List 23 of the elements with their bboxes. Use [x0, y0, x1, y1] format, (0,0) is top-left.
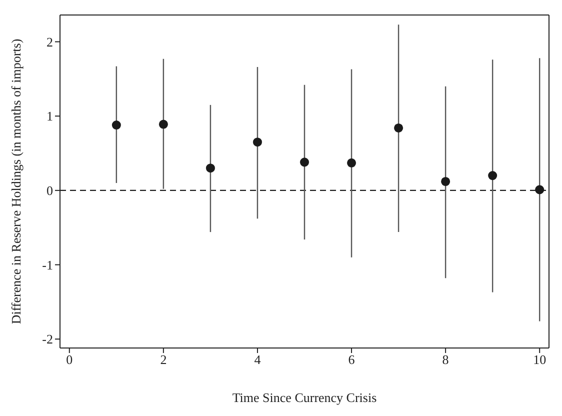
- y-axis-title: Difference in Reserve Holdings (in months of imports): [8, 38, 24, 324]
- x-tick-label: 6: [348, 352, 356, 368]
- x-tick-label: 4: [254, 352, 262, 368]
- point: [441, 176, 450, 186]
- point: [206, 164, 215, 173]
- y-tick-label: -1: [42, 257, 53, 272]
- x-tick-label: 10: [533, 352, 546, 368]
- y-tick-label: 1: [46, 108, 53, 124]
- point: [535, 185, 544, 194]
- point: [300, 158, 310, 167]
- x-tick-label: 8: [442, 352, 449, 368]
- point: [488, 171, 498, 180]
- y-tick-label: 0: [46, 183, 53, 198]
- point: [158, 120, 168, 129]
- y-tick-label: 2: [46, 34, 53, 50]
- y-tick-label: -2: [42, 332, 53, 347]
- point: [394, 123, 404, 132]
- x-tick-label: 2: [160, 352, 167, 368]
- point: [112, 120, 121, 130]
- point: [347, 158, 356, 168]
- point: [252, 138, 262, 147]
- x-tick-label: 0: [66, 352, 73, 368]
- x-axis-title: Time Since Currency Crisis: [232, 390, 377, 405]
